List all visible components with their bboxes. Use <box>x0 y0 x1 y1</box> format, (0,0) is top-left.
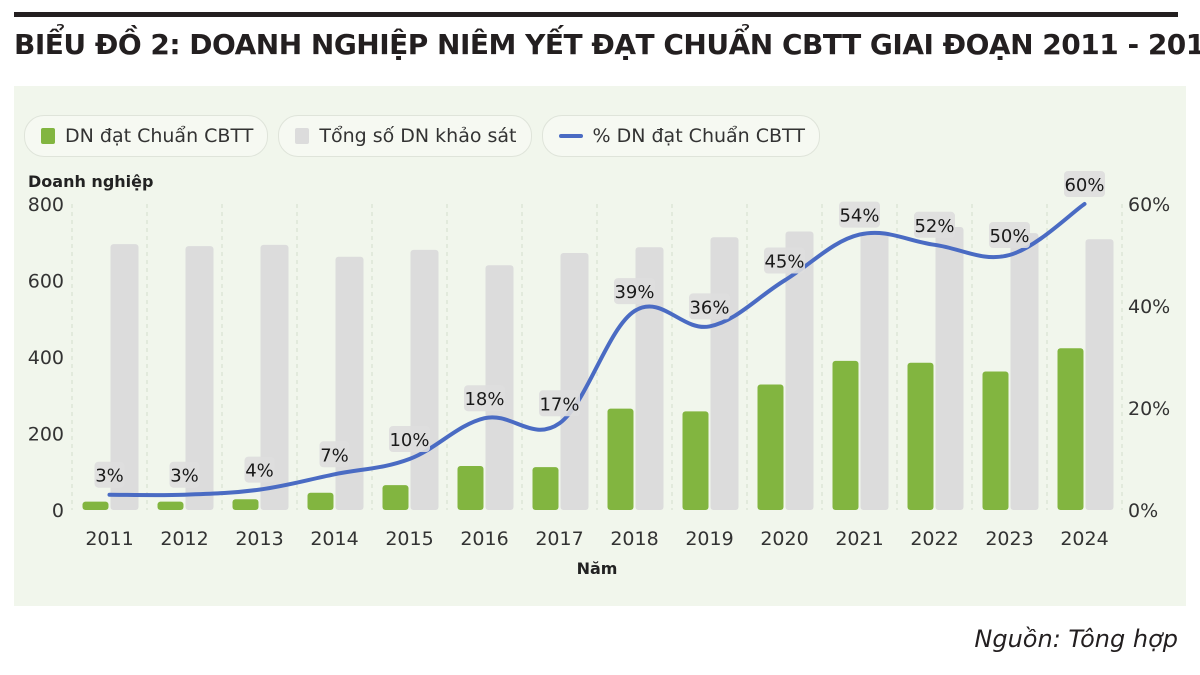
bar-compliant <box>532 467 559 510</box>
data-label-bg <box>839 201 880 228</box>
legend-swatch-total <box>295 128 310 144</box>
x-axis-title: Năm <box>577 559 618 578</box>
data-label-bg <box>319 441 350 468</box>
data-label-bg <box>914 211 955 238</box>
y2-tick-label: 20% <box>1128 398 1170 420</box>
legend-swatch-percent <box>558 134 583 138</box>
bar-total <box>410 249 439 510</box>
bar-total <box>1010 233 1039 510</box>
x-tick-label: 2021 <box>835 528 883 550</box>
bar-compliant <box>1057 348 1084 510</box>
legend-label-total: Tổng số DN khảo sát <box>319 125 517 147</box>
bar-compliant <box>457 466 484 510</box>
x-tick-label: 2011 <box>85 528 133 550</box>
y2-tick-label: 0% <box>1128 500 1158 522</box>
bar-total <box>560 252 589 510</box>
data-label-percent: 3% <box>170 466 199 487</box>
x-tick-label: 2016 <box>460 528 508 550</box>
x-tick-label: 2024 <box>1060 528 1108 550</box>
legend-item-compliant: DN đạt Chuẩn CBTT <box>24 115 269 157</box>
bar-total <box>635 247 664 510</box>
data-label-bg <box>464 385 505 412</box>
bar-compliant <box>307 492 334 510</box>
data-label-bg <box>169 461 200 488</box>
bar-compliant <box>832 360 859 510</box>
legend-label-compliant: DN đạt Chuẩn CBTT <box>65 125 254 147</box>
legend-label-percent: % DN đạt Chuẩn CBTT <box>592 125 805 147</box>
bar-compliant <box>757 384 784 510</box>
y-tick-label: 400 <box>28 347 64 369</box>
data-label-percent: 36% <box>689 297 729 318</box>
bar-compliant <box>907 362 934 510</box>
x-tick-label: 2019 <box>685 528 733 550</box>
data-label-percent: 18% <box>464 389 504 410</box>
data-label-percent: 39% <box>614 282 654 303</box>
data-label-bg <box>689 293 730 320</box>
data-label-bg <box>539 390 580 417</box>
data-label-bg <box>389 426 430 452</box>
bar-total <box>1085 239 1114 510</box>
y-tick-label: 600 <box>28 271 64 293</box>
data-label-bg <box>244 456 275 483</box>
chart-title: BIỂU ĐỒ 2: DOANH NGHIỆP NIÊM YẾT ĐẠT CHU… <box>14 28 1200 61</box>
x-tick-label: 2022 <box>910 528 958 550</box>
bar-total <box>785 231 814 511</box>
y-tick-label: 200 <box>28 424 64 446</box>
data-label-percent: 45% <box>764 252 804 273</box>
data-label-bg <box>94 461 125 488</box>
x-tick-label: 2015 <box>385 528 433 550</box>
bar-total <box>710 237 739 510</box>
x-tick-label: 2012 <box>160 528 208 550</box>
x-tick-label: 2020 <box>760 528 808 550</box>
x-tick-label: 2017 <box>535 528 583 550</box>
bar-total <box>860 233 889 510</box>
data-label-percent: 3% <box>95 466 124 487</box>
bar-total <box>935 226 964 510</box>
data-label-percent: 52% <box>914 216 954 237</box>
data-label-percent: 10% <box>389 430 429 451</box>
legend: DN đạt Chuẩn CBTT Tổng số DN khảo sát % … <box>24 115 820 157</box>
bar-compliant <box>607 408 634 510</box>
bar-total <box>110 244 139 510</box>
bar-compliant <box>157 501 184 510</box>
bar-total <box>185 246 214 510</box>
data-label-bg <box>614 278 655 305</box>
data-label-percent: 17% <box>539 394 579 415</box>
data-label-percent: 50% <box>989 226 1029 247</box>
x-tick-label: 2013 <box>235 528 283 550</box>
source-note: Nguồn: Tông hợp <box>974 625 1178 653</box>
bar-total <box>260 244 289 511</box>
series-line-percent <box>107 202 1087 498</box>
data-label-percent: 54% <box>839 206 879 227</box>
y-axis-title: Doanh nghiệp <box>28 172 153 191</box>
data-label-bg <box>764 247 805 274</box>
legend-item-total: Tổng số DN khảo sát <box>278 115 532 157</box>
data-label-percent: 7% <box>320 445 349 466</box>
top-rule <box>14 12 1178 17</box>
legend-swatch-compliant <box>41 128 55 144</box>
y-tick-label: 800 <box>28 194 64 216</box>
data-label-percent: 60% <box>1064 175 1104 196</box>
legend-item-percent: % DN đạt Chuẩn CBTT <box>541 115 820 157</box>
bar-compliant <box>82 501 109 510</box>
data-label-bg <box>989 222 1030 248</box>
bar-compliant <box>982 371 1009 510</box>
data-label-bg <box>1064 171 1105 197</box>
bar-compliant <box>382 485 409 510</box>
x-tick-label: 2023 <box>985 528 1033 550</box>
x-tick-label: 2014 <box>310 528 358 550</box>
y2-tick-label: 40% <box>1128 296 1170 318</box>
y2-tick-label: 60% <box>1128 194 1170 216</box>
bar-compliant <box>682 411 709 510</box>
y-tick-label: 0 <box>52 500 64 522</box>
x-tick-label: 2018 <box>610 528 658 550</box>
data-label-percent: 4% <box>245 461 274 482</box>
bar-compliant <box>232 499 259 510</box>
